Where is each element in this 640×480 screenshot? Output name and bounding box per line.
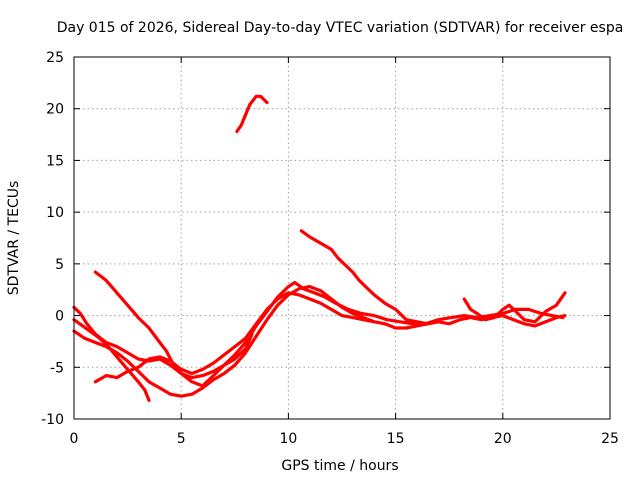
y-tick-label: 20 xyxy=(46,102,64,118)
x-tick-label: 5 xyxy=(177,431,186,447)
series-track-1 xyxy=(72,280,565,388)
chart-title: Day 015 of 2026, Sidereal Day-to-day VTE… xyxy=(57,20,624,36)
x-tick-label: 15 xyxy=(387,431,405,447)
series-track-7 xyxy=(299,229,430,326)
y-tick-label: 5 xyxy=(55,257,64,273)
y-tick-label: 25 xyxy=(46,50,64,66)
y-tick-label: 0 xyxy=(55,309,64,325)
x-tick-label: 0 xyxy=(70,431,79,447)
series-track-5 xyxy=(93,291,376,384)
x-tick-label: 10 xyxy=(279,431,297,447)
y-tick-label: 15 xyxy=(46,153,64,169)
data-series xyxy=(72,94,567,402)
axis-ticks: 0 5 10 15 20 25 -10 -5 0 5 10 15 20 25 xyxy=(41,50,619,447)
plot-frame xyxy=(73,56,611,420)
y-axis-label: SDTVAR / TECUs xyxy=(6,181,22,296)
y-tick-label: -10 xyxy=(41,412,64,428)
x-tick-label: 25 xyxy=(601,431,619,447)
x-axis-label: GPS time / hours xyxy=(281,458,398,474)
series-track-6 xyxy=(235,94,269,134)
x-tick-label: 20 xyxy=(494,431,512,447)
series-track-3 xyxy=(72,318,151,402)
series-track-8 xyxy=(462,291,567,324)
grid xyxy=(74,57,610,419)
y-tick-label: 10 xyxy=(46,205,64,221)
y-tick-label: -5 xyxy=(50,360,64,376)
